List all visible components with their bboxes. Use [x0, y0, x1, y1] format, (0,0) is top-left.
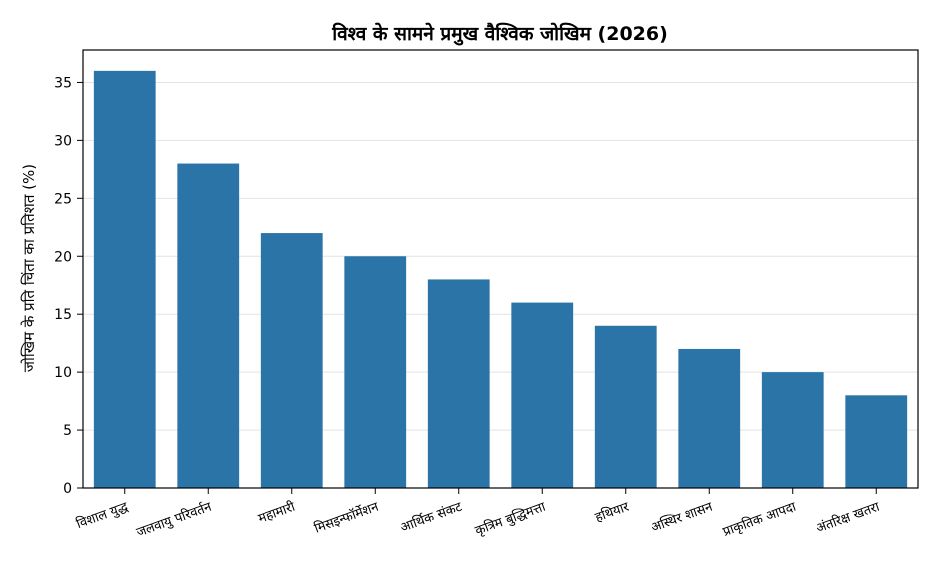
chart-title: विश्व के सामने प्रमुख वैश्विक जोखिम (202… — [331, 22, 668, 46]
bar-5 — [511, 302, 574, 488]
bar-4 — [427, 279, 490, 488]
bar-0 — [93, 70, 156, 488]
bar-7 — [678, 348, 741, 488]
x-tick-label-1: जलवायु परिवर्तन — [134, 498, 214, 540]
bar-6 — [594, 325, 657, 488]
y-tick-label-6: 30 — [54, 133, 72, 149]
plot-frame — [82, 49, 919, 489]
x-tick-label-7: अस्थिर शासन — [649, 498, 715, 535]
x-tick-label-8: प्राकृतिक आपदा — [721, 499, 799, 540]
bar-3 — [344, 256, 407, 488]
y-tick-label-7: 35 — [54, 75, 72, 91]
x-tick-label-9: अंतरिक्ष खतरा — [814, 499, 882, 537]
y-tick-label-2: 10 — [54, 365, 72, 381]
y-tick-label-5: 25 — [54, 191, 72, 207]
bar-1 — [177, 163, 240, 489]
bars-layer — [93, 70, 908, 489]
bar-8 — [761, 372, 824, 488]
x-tick-label-6: हथियार — [593, 498, 632, 525]
y-tick-label-1: 5 — [63, 423, 72, 439]
axis-layer — [82, 49, 919, 489]
y-tick-label-3: 15 — [54, 307, 72, 323]
x-tick-label-2: महामारी — [256, 499, 298, 527]
y-tick-layer: 0 5 10 15 20 25 30 35 — [54, 75, 83, 497]
bar-9 — [845, 395, 908, 488]
bar-2 — [260, 233, 323, 488]
y-axis-label: जोखिम के प्रति चिंता का प्रतिशत (%) — [20, 164, 38, 372]
y-tick-label-4: 20 — [54, 249, 72, 265]
x-tick-layer: विशाल युद्ध जलवायु परिवर्तन महामारी मिसइन्फ… — [74, 488, 882, 541]
x-tick-label-5: कृत्रिम बुद्धिमत्ता — [473, 499, 548, 539]
y-tick-label-0: 0 — [63, 481, 72, 497]
x-tick-label-3: मिसइन्फॉर्मेशन — [312, 498, 381, 536]
x-tick-label-0: विशाल युद्ध — [74, 499, 130, 533]
x-tick-label-4: आर्थिक संकट — [398, 499, 464, 536]
